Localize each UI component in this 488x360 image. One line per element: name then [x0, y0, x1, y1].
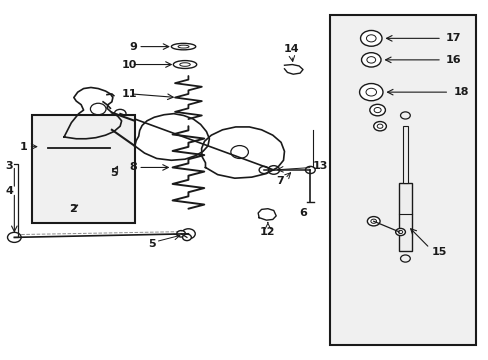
Circle shape: [121, 161, 129, 167]
Circle shape: [395, 228, 405, 235]
Circle shape: [360, 31, 381, 46]
Circle shape: [114, 109, 126, 118]
Bar: [329, 15, 475, 345]
Circle shape: [41, 143, 55, 153]
Circle shape: [305, 166, 315, 174]
Circle shape: [398, 230, 402, 234]
Text: 5: 5: [110, 168, 118, 178]
Text: 9: 9: [129, 42, 137, 51]
Circle shape: [370, 219, 376, 223]
Text: 4: 4: [5, 186, 13, 196]
Circle shape: [365, 88, 376, 96]
Circle shape: [182, 234, 191, 240]
Circle shape: [359, 84, 382, 101]
Circle shape: [373, 122, 386, 131]
Circle shape: [103, 143, 117, 153]
Circle shape: [87, 141, 97, 148]
Circle shape: [259, 166, 268, 174]
Text: 10: 10: [122, 59, 137, 69]
Circle shape: [73, 192, 89, 204]
Text: 3: 3: [5, 161, 13, 171]
Text: 16: 16: [445, 55, 461, 65]
Text: 11: 11: [122, 89, 137, 99]
Circle shape: [113, 150, 121, 156]
Circle shape: [361, 53, 380, 67]
Text: 8: 8: [129, 162, 137, 172]
Bar: [32, 116, 135, 223]
Text: 12: 12: [260, 226, 275, 237]
Text: 18: 18: [452, 87, 468, 97]
Bar: [398, 183, 411, 251]
Circle shape: [7, 232, 21, 242]
Circle shape: [366, 217, 379, 226]
Circle shape: [369, 104, 385, 116]
Circle shape: [45, 145, 51, 150]
Text: 14: 14: [284, 45, 299, 54]
Circle shape: [181, 229, 195, 239]
Text: 17: 17: [445, 33, 461, 43]
Circle shape: [366, 35, 375, 42]
Text: 1: 1: [20, 141, 27, 152]
Text: 5: 5: [148, 239, 155, 249]
Circle shape: [176, 230, 185, 237]
Text: 13: 13: [312, 161, 327, 171]
Circle shape: [376, 124, 382, 128]
Bar: [402, 126, 407, 183]
Circle shape: [90, 143, 94, 147]
Text: 15: 15: [431, 247, 447, 257]
Circle shape: [78, 195, 84, 201]
Circle shape: [373, 108, 380, 113]
Circle shape: [366, 57, 375, 63]
Circle shape: [107, 145, 113, 150]
Text: 2: 2: [69, 204, 77, 215]
Circle shape: [267, 166, 279, 174]
Text: 7: 7: [275, 176, 283, 186]
Text: 6: 6: [299, 208, 306, 218]
